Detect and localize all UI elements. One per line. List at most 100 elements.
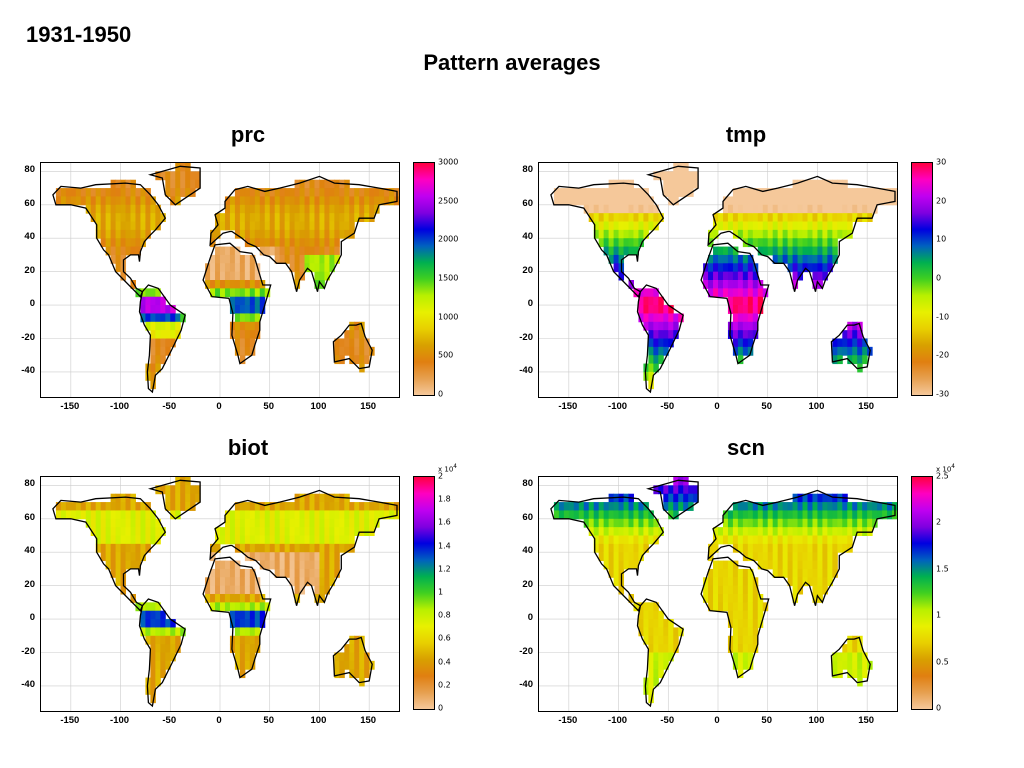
heatmap-cell	[817, 221, 823, 231]
heatmap-cell	[259, 288, 266, 298]
heatmap-cell	[618, 493, 625, 503]
heatmap-cell	[299, 518, 306, 528]
heatmap-cell	[722, 602, 729, 612]
heatmap-cell	[613, 196, 620, 206]
heatmap-cell	[90, 518, 97, 528]
heatmap-cell	[324, 179, 330, 189]
heatmap-cell	[324, 552, 330, 562]
heatmap-cell	[239, 568, 246, 578]
heatmap-cell	[339, 188, 345, 197]
heatmap-cell	[757, 602, 764, 612]
heatmap-cell	[55, 196, 62, 206]
heatmap-cell	[215, 585, 221, 595]
heatmap-cell	[852, 213, 858, 222]
heatmap-cell	[847, 338, 853, 348]
heatmap-cell	[279, 568, 286, 578]
heatmap-cell	[299, 552, 306, 562]
coastline-1	[138, 598, 186, 708]
heatmap-cell	[613, 568, 620, 578]
heatmap-cell	[224, 527, 231, 536]
heatmap-cell	[65, 502, 72, 511]
heatmap-cell	[100, 204, 107, 214]
heatmap-cell	[120, 527, 127, 536]
colorbar-tick-label: 1.2	[438, 564, 451, 574]
heatmap-cell	[339, 346, 345, 356]
heatmap-cell	[668, 179, 674, 189]
heatmap-cell	[737, 644, 744, 653]
y-tick-label: 20	[522, 578, 533, 590]
heatmap-cell	[787, 560, 794, 570]
heatmap-cell	[344, 330, 350, 339]
colorbar-tick-label: 1.8	[438, 494, 451, 504]
y-tick-label: -40	[21, 678, 35, 690]
heatmap-cell	[274, 221, 281, 231]
heatmap-cell	[648, 510, 654, 520]
heatmap-cell	[254, 271, 261, 281]
heatmap-cell	[115, 246, 122, 256]
heatmap-cell	[125, 510, 131, 520]
heatmap-cell	[299, 560, 306, 570]
heatmap-cell	[249, 296, 256, 306]
heatmap-cell	[722, 271, 729, 281]
heatmap-cell	[812, 188, 818, 197]
heatmap-cell	[648, 635, 654, 645]
heatmap-cell	[718, 594, 724, 603]
heatmap-cell	[842, 644, 848, 653]
coastline-5	[645, 479, 699, 520]
heatmap-cell	[767, 196, 774, 206]
heatmap-cell	[613, 493, 620, 503]
heatmap-cell	[85, 510, 92, 520]
heatmap-cell	[249, 610, 256, 620]
heatmap-cell	[304, 552, 310, 562]
heatmap-cell	[648, 677, 654, 687]
heatmap-cell	[747, 510, 754, 520]
heatmap-cell	[643, 229, 649, 239]
heatmap-cell	[329, 188, 335, 197]
heatmap-cell	[314, 213, 320, 222]
heatmap-cell	[374, 510, 380, 520]
heatmap-cell	[732, 585, 739, 595]
heatmap-cell	[772, 527, 779, 536]
heatmap-cell	[643, 204, 649, 214]
heatmap-cell	[623, 213, 629, 222]
heatmap-cell	[718, 213, 724, 222]
heatmap-cell	[727, 204, 734, 214]
heatmap-cell	[170, 196, 176, 206]
heatmap-cell	[742, 263, 749, 273]
heatmap-cell	[229, 568, 236, 578]
heatmap-cell	[100, 510, 107, 520]
heatmap-cell	[244, 213, 251, 222]
heatmap-cell	[234, 188, 241, 197]
heatmap-cell	[239, 229, 246, 239]
heatmap-cell	[234, 602, 241, 612]
heatmap-cell	[553, 188, 560, 197]
heatmap-cell	[658, 171, 664, 181]
heatmap-cell	[324, 271, 330, 281]
heatmap-cell	[224, 288, 231, 298]
heatmap-cell	[329, 543, 335, 553]
heatmap-cell	[334, 338, 340, 348]
heatmap-cell	[817, 568, 823, 578]
heatmap-cell	[314, 229, 320, 239]
heatmap-cell	[862, 669, 868, 679]
heatmap-cell	[90, 502, 97, 511]
heatmap-cell	[359, 652, 365, 662]
heatmap-cell	[718, 527, 724, 536]
heatmap-cell	[244, 619, 251, 628]
heatmap-cell	[708, 263, 714, 273]
heatmap-cell	[294, 271, 301, 281]
heatmap-cell	[732, 560, 739, 570]
heatmap-cell	[817, 188, 823, 197]
heatmap-cell	[812, 196, 818, 206]
heatmap-cell	[170, 619, 176, 628]
heatmap-cell	[857, 502, 863, 511]
heatmap-cell	[593, 188, 600, 197]
map-panel-scn	[538, 476, 898, 712]
heatmap-cell	[234, 221, 241, 231]
heatmap-cell	[150, 321, 156, 331]
heatmap-cell	[837, 543, 843, 553]
coastline-2	[202, 556, 272, 679]
heatmap-cell	[663, 179, 669, 189]
heatmap-cell	[120, 502, 127, 511]
heatmap-cell	[359, 196, 365, 206]
